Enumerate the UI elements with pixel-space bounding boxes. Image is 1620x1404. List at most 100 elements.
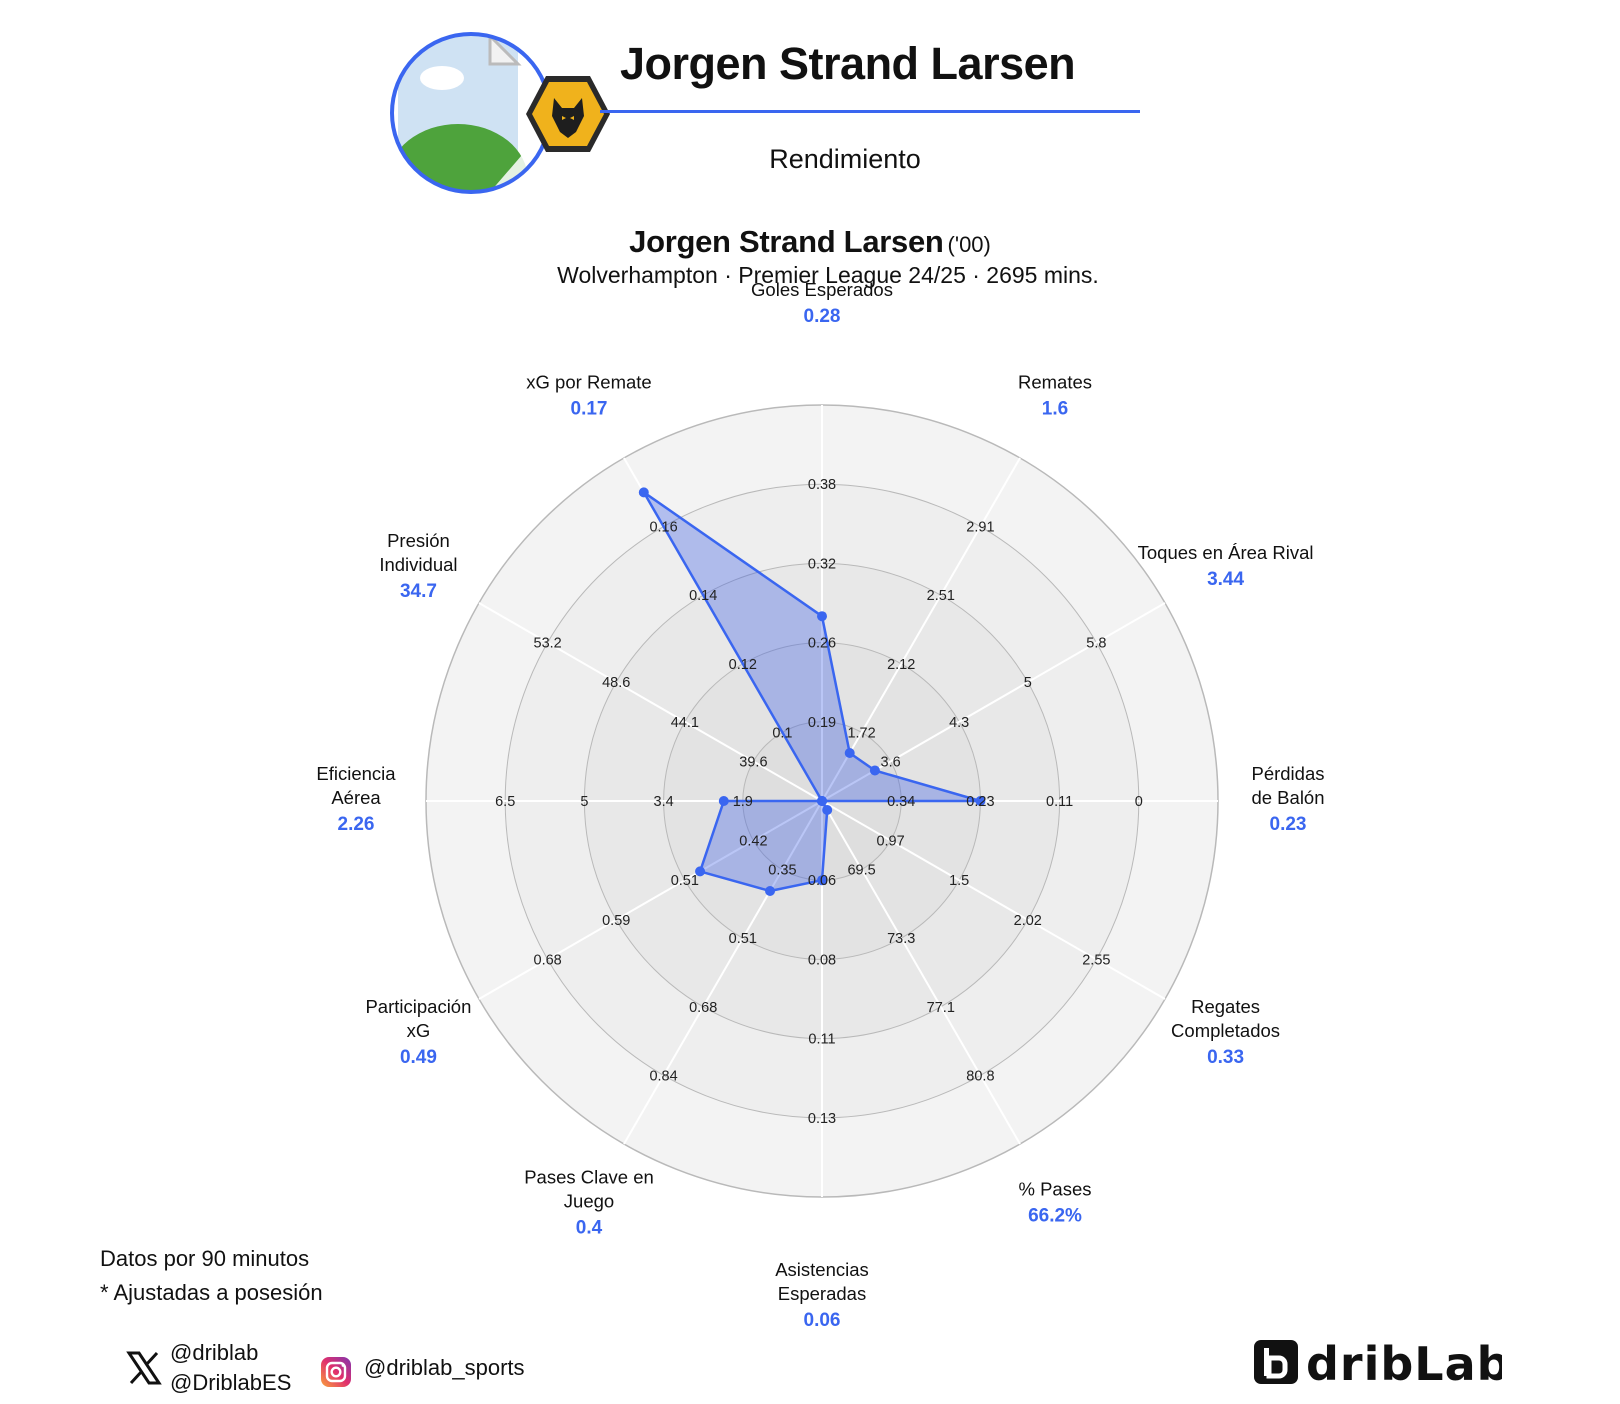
player-age: ('00): [947, 232, 991, 257]
tick-label-participacion-xg: 0.68: [534, 952, 562, 968]
axis-label-perdidas-de-balon: Pérdidas de Balón 0.23: [1251, 763, 1324, 835]
axis-value-remates: 1.6: [1042, 398, 1068, 419]
axis-value-toques-en-area-rival: 3.44: [1207, 569, 1244, 590]
axis-value-presion-individual: 34.7: [400, 581, 437, 602]
tick-label-participacion-xg: 0.42: [739, 834, 767, 850]
tick-label-remates: 1.72: [847, 725, 875, 741]
tick-label-toques-en-area-rival: 5: [1024, 675, 1032, 691]
axis-label-eficiencia-aerea: Eficiencia Aérea 2.26: [316, 763, 396, 835]
tick-label-eficiencia-aerea: 3.4: [654, 794, 674, 810]
tick-label-eficiencia-aerea: 6.5: [495, 794, 515, 810]
tick-label-pases: 69.5: [847, 863, 875, 879]
tick-label-regates-completados: 2.02: [1014, 913, 1042, 929]
tick-label-goles-esperados: 0.38: [808, 477, 836, 493]
axis-name-goles-esperados: Goles Esperados: [751, 279, 893, 300]
tick-label-pases: 77.1: [927, 1000, 955, 1016]
tick-label-perdidas-de-balon: 0.11: [1046, 794, 1073, 810]
axis-name-participacion-xg: Participación xG: [365, 996, 471, 1041]
tick-label-presion-individual: 39.6: [739, 754, 767, 770]
radar-spoke: [821, 800, 1021, 1145]
player-name: Jorgen Strand Larsen: [629, 224, 944, 259]
player-details: Wolverhampton · Premier League 24/25 · 2…: [557, 262, 1099, 288]
radar-spoke: [821, 800, 1166, 1000]
note-possession-adjusted: * Ajustadas a posesión: [100, 1280, 323, 1305]
tick-label-perdidas-de-balon: 0: [1135, 794, 1143, 810]
tick-label-asistencias-esperadas: 0.06: [808, 873, 836, 889]
axis-label-xg-por-remate: xG por Remate 0.17: [526, 371, 651, 419]
radar-point-participacion-xg: [695, 866, 706, 877]
tick-label-xg-por-remate: 0.1: [772, 725, 792, 741]
tick-label-toques-en-area-rival: 4.3: [949, 715, 969, 731]
tick-label-regates-completados: 2.55: [1082, 952, 1110, 968]
axis-value-pases: 66.2%: [1028, 1206, 1082, 1227]
tick-label-toques-en-area-rival: 5.8: [1086, 636, 1106, 652]
axis-name-presion-individual: Presión Individual: [379, 530, 457, 575]
x-logo-icon[interactable]: [126, 1350, 162, 1386]
tick-label-perdidas-de-balon: 0.23: [966, 794, 994, 810]
tick-label-regates-completados: 0.97: [876, 834, 904, 850]
radar-point-eficiencia-aerea: [718, 796, 729, 806]
tick-label-pases-clave-en-juego: 0.35: [768, 863, 796, 879]
tick-label-goles-esperados: 0.19: [808, 715, 836, 731]
axis-name-eficiencia-aerea: Eficiencia Aérea: [316, 763, 396, 808]
axis-name-toques-en-area-rival: Toques en Área Rival: [1138, 542, 1314, 563]
x-handle-secondary[interactable]: @DriblabES: [170, 1370, 292, 1395]
axis-label-pases: % Pases 66.2%: [1018, 1179, 1091, 1227]
radar-point-toques-en-area-rival: [869, 765, 880, 776]
radar-point-pases-clave-en-juego: [765, 886, 776, 897]
axis-value-pases-clave-en-juego: 0.4: [576, 1218, 603, 1239]
axis-value-eficiencia-aerea: 2.26: [338, 814, 375, 835]
club-crest-icon: [526, 76, 610, 152]
tick-label-presion-individual: 53.2: [534, 636, 562, 652]
tick-label-presion-individual: 44.1: [671, 715, 699, 731]
tick-label-remates: 2.12: [887, 657, 915, 673]
axis-name-pases-clave-en-juego: Pases Clave en Juego: [524, 1167, 654, 1212]
tick-label-remates: 2.91: [966, 520, 994, 536]
axis-label-pases-clave-en-juego: Pases Clave en Juego 0.4: [524, 1167, 654, 1239]
axis-name-perdidas-de-balon: Pérdidas de Balón: [1251, 763, 1324, 808]
axis-label-toques-en-area-rival: Toques en Área Rival 3.44: [1138, 542, 1314, 590]
radar-spoke: [478, 800, 823, 1000]
tick-label-asistencias-esperadas: 0.08: [808, 952, 836, 968]
tick-label-eficiencia-aerea: 5: [580, 794, 588, 810]
x-handle-primary[interactable]: @driblab: [170, 1340, 259, 1365]
tick-label-participacion-xg: 0.59: [602, 913, 630, 929]
axis-label-presion-individual: Presión Individual 34.7: [379, 530, 457, 602]
axis-name-asistencias-esperadas: Asistencias Esperadas: [775, 1259, 869, 1304]
instagram-icon[interactable]: [320, 1356, 352, 1388]
tick-label-pases-clave-en-juego: 0.84: [649, 1068, 677, 1084]
tick-label-xg-por-remate: 0.12: [729, 657, 757, 673]
tick-label-goles-esperados: 0.26: [808, 636, 836, 652]
tick-label-toques-en-area-rival: 3.6: [881, 754, 901, 770]
axis-value-xg-por-remate: 0.17: [571, 398, 608, 419]
tick-label-pases-clave-en-juego: 0.51: [729, 931, 757, 947]
tick-label-asistencias-esperadas: 0.13: [808, 1111, 836, 1127]
instagram-handle[interactable]: @driblab_sports: [364, 1355, 525, 1380]
tick-label-pases: 80.8: [966, 1068, 994, 1084]
axis-name-remates: Remates: [1018, 371, 1092, 392]
radar-spoke: [821, 457, 1021, 802]
tick-label-asistencias-esperadas: 0.11: [808, 1032, 835, 1048]
brand-wordmark: dribLab: [1306, 1337, 1502, 1391]
driblab-logo-icon[interactable]: dribLab: [1252, 1336, 1502, 1392]
title-divider: [600, 110, 1140, 113]
radar-spoke: [623, 800, 823, 1145]
radar-point-xg-por-remate: [638, 487, 649, 498]
tick-label-participacion-xg: 0.51: [671, 873, 699, 889]
axis-value-regates-completados: 0.33: [1207, 1047, 1244, 1068]
tick-label-xg-por-remate: 0.16: [649, 520, 677, 536]
radar-point-pases: [822, 805, 833, 816]
note-per-90: Datos por 90 minutos: [100, 1246, 310, 1271]
tick-label-presion-individual: 48.6: [602, 675, 630, 691]
axis-label-participacion-xg: Participación xG 0.49: [365, 996, 471, 1068]
radar-point-perdidas-de-balon: [975, 796, 986, 806]
axis-name-regates-completados: Regates Completados: [1171, 996, 1280, 1041]
axis-label-goles-esperados: Goles Esperados 0.28: [751, 279, 893, 327]
tick-label-perdidas-de-balon: 0.34: [887, 794, 915, 810]
player-heading: Jorgen Strand Larsen ('00): [0, 224, 1620, 260]
tick-label-remates: 2.51: [927, 588, 955, 604]
tick-label-pases: 73.3: [887, 931, 915, 947]
tick-label-goles-esperados: 0.32: [808, 556, 836, 572]
tick-label-regates-completados: 1.5: [949, 873, 969, 889]
